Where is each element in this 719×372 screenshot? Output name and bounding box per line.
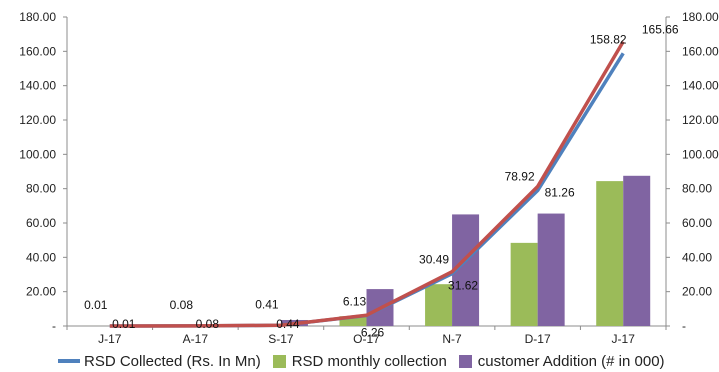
- legend-label: RSD monthly collection: [291, 352, 447, 370]
- data-label-second-series: 81.26: [545, 186, 575, 200]
- data-label-second-series: 0.01: [112, 317, 136, 331]
- data-label-rsd-collected: 0.41: [255, 297, 279, 311]
- y-tick-label-left: 160.00: [19, 44, 56, 58]
- x-tick-label: D-17: [525, 332, 551, 346]
- y-tick-label-right: 60.00: [682, 216, 712, 230]
- y-tick-label-right: 80.00: [682, 182, 712, 196]
- legend-item-rsd-collected: RSD Collected (Rs. In Mn): [58, 353, 261, 370]
- y-tick-label-right: 20.00: [682, 285, 712, 299]
- data-label-second-series: 0.44: [276, 317, 300, 331]
- chart-axes: - 20.00 40.00 60.00 80.00 100.00 120.00 140.00 1…: [19, 10, 719, 346]
- data-label-rsd-collected: 30.49: [419, 253, 449, 267]
- y-tick-label-left: 40.00: [26, 250, 56, 264]
- y-tick-label-left: 100.00: [19, 147, 56, 161]
- x-tick-label: J-17: [98, 332, 122, 346]
- legend-item-rsd-monthly: RSD monthly collection: [272, 352, 447, 370]
- y-tick-label-right: 120.00: [682, 113, 719, 127]
- chart: - 20.00 40.00 60.00 80.00 100.00 120.00 140.00 1…: [19, 10, 719, 346]
- x-tick-label: S-17: [268, 332, 294, 346]
- y-tick-label-right: 100.00: [682, 147, 719, 161]
- x-tick-label: A-17: [183, 332, 209, 346]
- y-tick-label-right: 40.00: [682, 250, 712, 264]
- y-tick-label-left: 20.00: [26, 285, 56, 299]
- legend-swatch-box: [458, 354, 472, 368]
- legend-item-customer-addition: customer Addition (# in 000): [458, 352, 665, 370]
- bar-customer-addition: [537, 213, 565, 326]
- legend-label: customer Addition (# in 000): [477, 352, 665, 370]
- bar-rsd-monthly-collection: [339, 316, 367, 326]
- data-label-rsd-collected: 6.13: [343, 294, 367, 308]
- chart-legend: RSD Collected (Rs. In Mn) RSD monthly co…: [58, 352, 677, 370]
- chart-data-labels: 0.01 0.08 0.41 6.13 30.49 78.92 158.82 0.01 0.08…: [84, 23, 679, 340]
- bar-rsd-monthly-collection: [596, 181, 624, 326]
- y-tick-label-right: 140.00: [682, 79, 719, 93]
- y-tick-label-left: 60.00: [26, 216, 56, 230]
- data-label-rsd-collected: 0.08: [170, 298, 194, 312]
- data-label-second-series: 165.66: [642, 23, 679, 37]
- x-tick-label: J-17: [612, 332, 636, 346]
- x-tick-label: O-17: [353, 332, 380, 346]
- bar-rsd-monthly-collection: [510, 242, 538, 326]
- y-tick-label-right: 160.00: [682, 44, 719, 58]
- legend-swatch-line: [58, 359, 80, 363]
- data-label-rsd-collected: 0.01: [84, 298, 108, 312]
- y-tick-label-left: 140.00: [19, 79, 56, 93]
- legend-swatch-box: [272, 354, 286, 368]
- bar-rsd-monthly-collection: [425, 284, 453, 326]
- y-tick-label-right: -: [682, 319, 686, 333]
- line-second-series: [109, 40, 625, 328]
- data-label-second-series: 6.26: [361, 325, 385, 339]
- y-tick-label-left: 180.00: [19, 10, 56, 24]
- y-tick-label-left: 80.00: [26, 182, 56, 196]
- data-label-second-series: 31.62: [448, 279, 478, 293]
- data-label-rsd-collected: 158.82: [590, 32, 627, 46]
- y-tick-label-right: 180.00: [682, 10, 719, 24]
- y-tick-label-left: 120.00: [19, 113, 56, 127]
- bar-customer-addition: [623, 175, 651, 326]
- x-tick-label: N-7: [442, 332, 462, 346]
- data-label-second-series: 0.08: [196, 317, 220, 331]
- legend-label: RSD Collected (Rs. In Mn): [84, 352, 261, 370]
- chart-lines: [109, 40, 625, 328]
- y-tick-label-left: -: [52, 319, 56, 333]
- data-label-rsd-collected: 78.92: [505, 170, 535, 184]
